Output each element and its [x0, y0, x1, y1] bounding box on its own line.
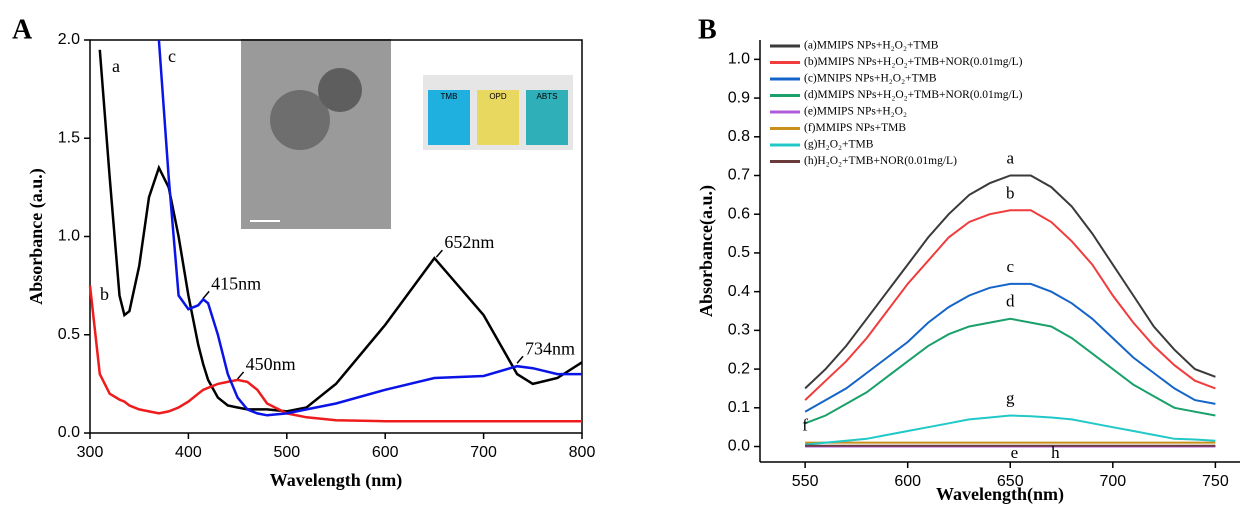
- tem-particles: [318, 68, 362, 112]
- x-tick-label: 800: [569, 444, 596, 461]
- peak-annotation: 450nm: [246, 354, 296, 374]
- y-tick-label: 0.4: [728, 283, 750, 300]
- curve-label: f: [802, 416, 808, 435]
- x-tick-label: 600: [894, 473, 921, 490]
- annotation-arrow: [237, 371, 245, 380]
- line: [157, 39, 582, 417]
- x-tick-label: 500: [273, 444, 300, 461]
- y-axis-label: Absorbance(a.u.): [696, 185, 717, 317]
- line: [804, 174, 1216, 390]
- cuvette-opd: [477, 90, 519, 145]
- legend-label: (a)MMIPS NPs+H₂O₂+TMB: [804, 40, 939, 52]
- curve-label: d: [1006, 292, 1015, 311]
- y-tick-label: 1.5: [58, 129, 80, 146]
- y-tick-label: 0.5: [728, 244, 750, 261]
- x-tick-label: 300: [77, 444, 104, 461]
- annotation-arrow: [202, 290, 210, 299]
- legend-label: (g)H₂O₂+TMB: [804, 139, 874, 151]
- curve-label: b: [100, 284, 109, 304]
- curve-label: a: [1006, 148, 1014, 167]
- x-tick-label: 700: [1099, 473, 1126, 490]
- x-axis-label: Wavelength(nm): [936, 484, 1064, 505]
- x-tick-label: 750: [1202, 473, 1229, 490]
- y-axis-label: Absorbance (a.u.): [26, 168, 47, 305]
- curve-label: h: [1051, 443, 1060, 462]
- peak-annotation: 415nm: [211, 274, 261, 294]
- y-tick-label: 0.5: [58, 326, 80, 343]
- y-tick-label: 0.0: [728, 438, 750, 455]
- line: [805, 414, 1216, 446]
- y-tick-label: 0.1: [728, 399, 750, 416]
- y-tick-label: 0.6: [728, 205, 750, 222]
- x-tick-label: 700: [470, 444, 497, 461]
- line: [98, 49, 583, 413]
- y-tick-label: 0.0: [58, 424, 80, 441]
- y-tick-label: 1.0: [58, 228, 80, 245]
- annotation-arrow: [435, 249, 443, 258]
- x-tick-label: 600: [372, 444, 399, 461]
- curve-label: b: [1006, 183, 1015, 202]
- legend-label: (d)MMIPS NPs+H₂O₂+TMB+NOR(0.01mg/L): [804, 89, 1023, 101]
- inset-cuvettes: [423, 75, 573, 150]
- annotation-arrow: [516, 355, 524, 364]
- peak-annotation: 734nm: [525, 338, 575, 358]
- line: [804, 282, 1216, 413]
- curve-label: c: [1006, 257, 1014, 276]
- curve-label: a: [112, 56, 120, 76]
- legend-label: (b)MMIPS NPs+H₂O₂+TMB+NOR(0.01mg/L): [804, 56, 1023, 68]
- x-tick-label: 400: [175, 444, 202, 461]
- line: [804, 209, 1216, 401]
- legend-label: (f)MMIPS NPs+TMB: [804, 122, 906, 134]
- y-tick-label: 1.0: [728, 51, 750, 68]
- y-tick-label: 0.9: [728, 89, 750, 106]
- legend-label: (h)H₂O₂+TMB+NOR(0.01mg/L): [804, 155, 957, 167]
- cuvette-abts: [526, 90, 568, 145]
- curve-label: e: [1011, 443, 1019, 462]
- y-tick-label: 2.0: [58, 31, 80, 48]
- y-tick-label: 0.2: [728, 360, 750, 377]
- line: [804, 317, 1216, 425]
- curve-label: c: [168, 46, 176, 66]
- line: [88, 285, 582, 423]
- panel-label: B: [698, 14, 717, 45]
- y-tick-label: 0.3: [728, 322, 750, 339]
- tem-particles: [270, 90, 330, 150]
- inset-label: OPD: [489, 92, 507, 101]
- legend-label: (c)MNIPS NPs+H₂O₂+TMB: [804, 73, 937, 85]
- inset-label: TMB: [441, 92, 458, 101]
- curve-label: g: [1006, 388, 1015, 407]
- y-tick-label: 0.7: [728, 167, 750, 184]
- x-axis-label: Wavelength (nm): [270, 470, 403, 491]
- y-tick-label: 0.8: [728, 128, 750, 145]
- peak-annotation: 652nm: [444, 232, 494, 252]
- legend-label: (e)MMIPS NPs+H₂O₂: [804, 106, 907, 118]
- cuvette-tmb: [428, 90, 470, 145]
- inset-tem: [241, 39, 391, 229]
- panel-label: A: [12, 14, 33, 45]
- x-tick-label: 650: [997, 473, 1024, 490]
- inset-label: ABTS: [537, 92, 558, 101]
- x-tick-label: 550: [792, 473, 819, 490]
